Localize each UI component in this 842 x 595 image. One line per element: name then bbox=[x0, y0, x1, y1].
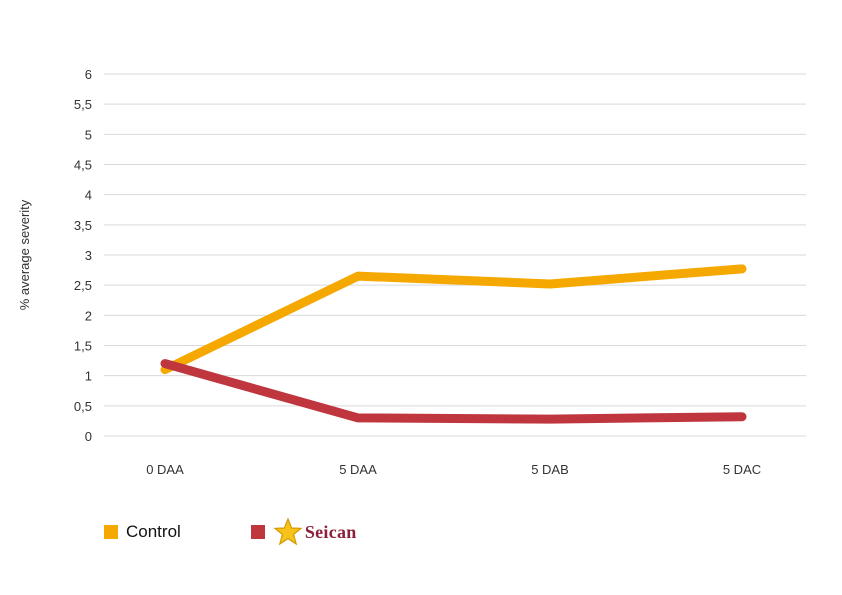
y-tick-label: 6 bbox=[85, 67, 92, 82]
y-tick-label: 5,5 bbox=[74, 97, 92, 112]
legend-swatch-control bbox=[104, 525, 118, 539]
series-lines bbox=[160, 264, 747, 424]
y-tick-label: 0 bbox=[85, 429, 92, 444]
y-tick-label: 2,5 bbox=[74, 278, 92, 293]
legend-item-control: Control bbox=[104, 522, 181, 542]
y-tick-label: 2 bbox=[85, 308, 92, 323]
y-tick-label: 3 bbox=[85, 248, 92, 263]
y-tick-label: 5 bbox=[85, 127, 92, 142]
star-icon bbox=[273, 517, 303, 546]
seican-logo: Seican bbox=[273, 517, 357, 547]
y-axis-label: % average severity bbox=[17, 199, 32, 310]
y-tick-label: 4 bbox=[85, 188, 92, 203]
x-tick-label: 0 DAA bbox=[146, 462, 184, 477]
x-tick-label: 5 DAA bbox=[339, 462, 377, 477]
x-tick-labels: 0 DAA 5 DAA 5 DAB 5 DAC bbox=[146, 462, 761, 477]
series-line-seican bbox=[160, 359, 747, 424]
series-line-control bbox=[160, 264, 747, 375]
y-tick-label: 1,5 bbox=[74, 339, 92, 354]
grid-lines bbox=[104, 73, 806, 437]
y-tick-label: 0,5 bbox=[74, 399, 92, 414]
y-tick-label: 3,5 bbox=[74, 218, 92, 233]
x-tick-label: 5 DAC bbox=[723, 462, 761, 477]
legend-swatch-seican bbox=[250, 525, 265, 539]
x-tick-label: 5 DAB bbox=[531, 462, 569, 477]
legend: Control Seican bbox=[104, 517, 427, 547]
y-tick-label: 1 bbox=[85, 369, 92, 384]
seican-brand-name: Seican bbox=[304, 521, 357, 542]
legend-label-control: Control bbox=[126, 522, 181, 541]
y-tick-label: 4,5 bbox=[74, 158, 92, 173]
legend-item-seican: Seican bbox=[250, 517, 357, 547]
y-tick-labels: 0 0,5 1 1,5 2 2,5 3 3,5 4 4,5 5 5,5 6 bbox=[74, 67, 92, 444]
